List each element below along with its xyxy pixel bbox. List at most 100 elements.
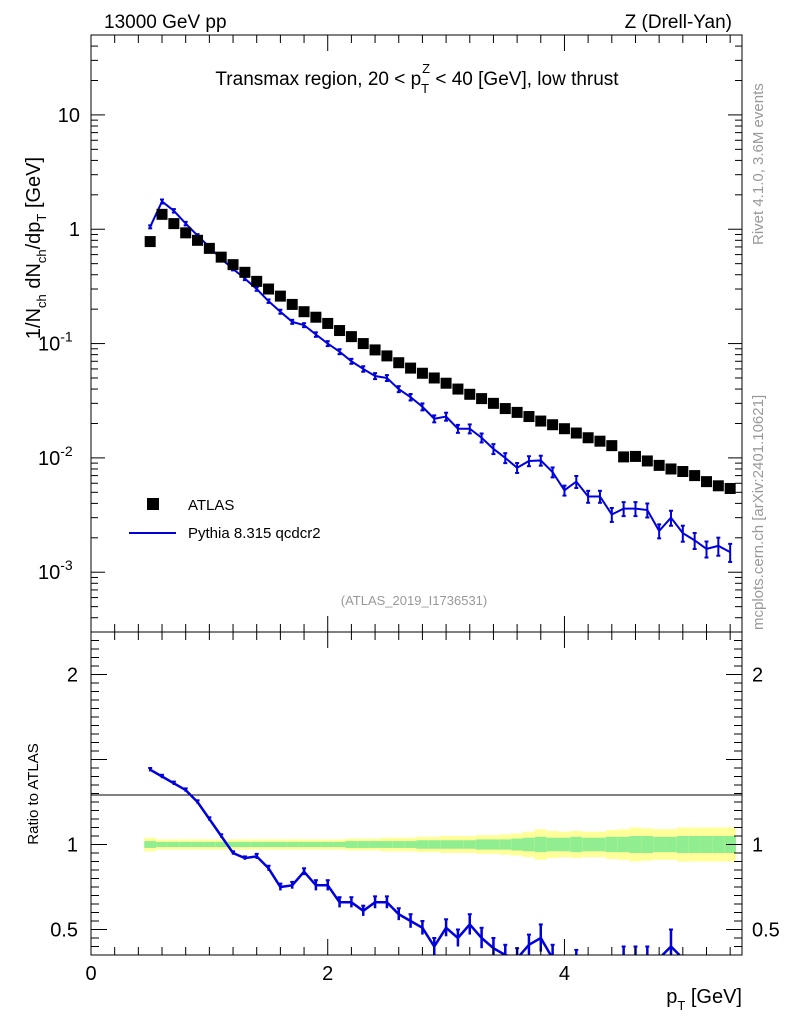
ratio-band-inner bbox=[286, 841, 299, 848]
ratio-band-inner bbox=[534, 836, 547, 853]
main-y-tick-label: 10-1 bbox=[38, 329, 73, 356]
mc-series-line bbox=[149, 199, 731, 553]
ratio-band-inner bbox=[582, 837, 595, 852]
atlas-data-point bbox=[689, 470, 701, 482]
atlas-data-point bbox=[369, 344, 381, 356]
mc-error-bars bbox=[148, 198, 733, 563]
atlas-data-point bbox=[476, 393, 488, 405]
ratio-y-tick-label-right: 2 bbox=[752, 665, 763, 687]
ratio-band-inner bbox=[688, 836, 701, 853]
atlas-data-point bbox=[263, 283, 275, 295]
mcplots-label: mcplots.cern.ch [arXiv:2401.10621] bbox=[750, 395, 767, 630]
ratio-y-tick-label-right: 0.5 bbox=[752, 920, 780, 942]
ratio-band-inner bbox=[392, 841, 405, 848]
legend: ATLAS Pythia 8.315 qcdcr2 bbox=[129, 497, 321, 542]
atlas-data-point bbox=[440, 377, 452, 389]
atlas-data-point bbox=[168, 218, 180, 230]
ratio-band-inner bbox=[380, 841, 393, 848]
atlas-data-point bbox=[310, 311, 322, 323]
main-y-tick-label: 1 bbox=[69, 219, 80, 241]
atlas-data-point bbox=[712, 480, 724, 492]
header-right: Z (Drell-Yan) bbox=[625, 12, 732, 33]
ratio-band-inner bbox=[641, 836, 654, 853]
ratio-band-inner bbox=[653, 836, 666, 853]
ratio-x-ticks: 0 2 4 bbox=[85, 632, 731, 985]
ratio-band-inner bbox=[262, 841, 275, 848]
ratio-band-inner bbox=[250, 841, 263, 848]
atlas-data-point bbox=[251, 275, 263, 287]
atlas-data-point bbox=[606, 440, 618, 452]
ratio-band-inner bbox=[215, 841, 228, 848]
atlas-data-point bbox=[192, 234, 204, 246]
ratio-band-inner bbox=[665, 836, 677, 853]
atlas-data-point bbox=[487, 397, 499, 409]
atlas-data-point bbox=[558, 423, 570, 435]
rivet-label: Rivet 4.1.0, 3.6M events bbox=[750, 83, 767, 245]
atlas-data-point bbox=[452, 383, 464, 395]
atlas-data-point bbox=[724, 482, 736, 494]
ratio-y-tick-label-left: 1 bbox=[67, 835, 78, 857]
atlas-data-point bbox=[594, 435, 606, 447]
ratio-band-inner bbox=[511, 838, 524, 851]
ratio-band-inner bbox=[357, 841, 370, 848]
ratio-band-inner bbox=[369, 841, 381, 848]
atlas-data-point bbox=[511, 406, 523, 418]
atlas-data-point bbox=[203, 242, 215, 254]
x-tick-label: 4 bbox=[559, 963, 570, 985]
header-left: 13000 GeV pp bbox=[104, 12, 227, 33]
ratio-panel: 0.5 0.5 1 1 2 2 0 2 4 Ratio to ATLAS bbox=[25, 631, 780, 985]
ratio-band-inner bbox=[404, 841, 417, 848]
ratio-band-inner bbox=[523, 837, 535, 852]
ratio-band-inner bbox=[167, 841, 180, 848]
atlas-data-point bbox=[570, 427, 582, 439]
ratio-y-tick-label-right: 1 bbox=[752, 835, 763, 857]
ratio-uncertainty-bands bbox=[144, 827, 737, 862]
ratio-band-inner bbox=[309, 841, 322, 848]
ratio-band-inner bbox=[700, 836, 713, 853]
legend-mc-label: Pythia 8.315 qcdcr2 bbox=[188, 525, 321, 542]
ratio-error-bars bbox=[148, 767, 673, 955]
ratio-band-inner bbox=[629, 836, 642, 853]
atlas-data-point bbox=[286, 298, 298, 310]
legend-atlas-marker bbox=[147, 498, 159, 510]
main-y-tick-label: 10-3 bbox=[38, 557, 73, 584]
atlas-data-point bbox=[665, 463, 677, 475]
ratio-band-inner bbox=[144, 841, 157, 848]
ratio-band-inner bbox=[274, 841, 287, 848]
atlas-data-point bbox=[653, 459, 665, 471]
atlas-data-point bbox=[535, 415, 547, 427]
ratio-band-inner bbox=[416, 840, 429, 849]
ratio-band-inner bbox=[345, 841, 358, 848]
ratio-band-inner bbox=[203, 841, 216, 848]
atlas-data-point bbox=[499, 403, 511, 415]
atlas-data-point bbox=[523, 411, 535, 423]
ratio-band-inner bbox=[179, 841, 192, 848]
ratio-band-inner bbox=[499, 839, 512, 850]
atlas-data-point bbox=[700, 476, 712, 488]
atlas-data-point bbox=[629, 450, 641, 462]
ratio-band-inner bbox=[558, 837, 571, 852]
y-axis-label: 1/Nch dNch/dpT [GeV] bbox=[23, 157, 49, 339]
atlas-data-point bbox=[582, 432, 594, 444]
main-y-tick-label: 10 bbox=[58, 105, 80, 127]
atlas-data-point bbox=[298, 306, 310, 318]
ratio-band-inner bbox=[712, 836, 725, 853]
main-x-ticks bbox=[90, 35, 731, 632]
plot-title: Transmax region, 20 < pTZ < 40 [GeV], lo… bbox=[215, 61, 619, 96]
ratio-band-inner bbox=[298, 841, 310, 848]
atlas-data-point bbox=[547, 419, 559, 431]
ratio-y-ticks: 0.5 0.5 1 1 2 2 bbox=[50, 631, 780, 947]
ratio-y-tick-label-left: 0.5 bbox=[50, 920, 78, 942]
ratio-band-inner bbox=[594, 837, 606, 852]
x-tick-label: 0 bbox=[85, 963, 96, 985]
atlas-data-point bbox=[156, 208, 168, 220]
ratio-band-inner bbox=[428, 840, 441, 849]
ratio-band-inner bbox=[487, 839, 500, 850]
ratio-band-inner bbox=[605, 836, 618, 853]
ratio-band-inner bbox=[617, 836, 630, 853]
atlas-data-point bbox=[393, 357, 405, 369]
atlas-data-point bbox=[180, 227, 192, 239]
x-tick-label: 2 bbox=[322, 963, 333, 985]
atlas-data-point bbox=[227, 259, 239, 271]
